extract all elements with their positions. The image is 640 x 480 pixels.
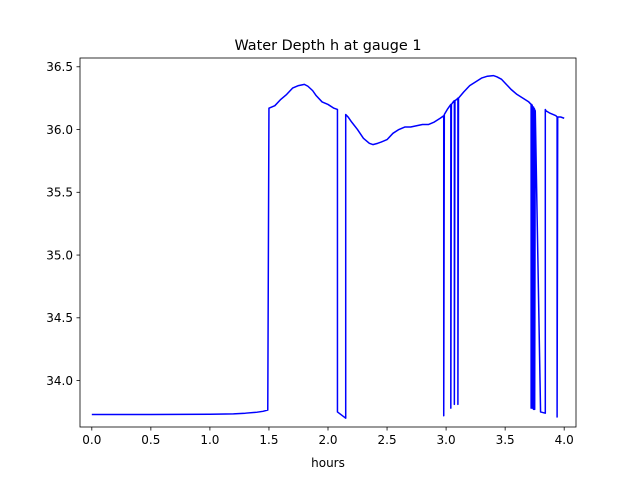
x-tick-label: 2.5 bbox=[378, 433, 397, 447]
x-axis-label: hours bbox=[311, 456, 345, 470]
series-line-1 bbox=[91, 74, 565, 419]
y-tick-label: 35.5 bbox=[46, 186, 73, 200]
x-tick-label: 0.0 bbox=[82, 433, 101, 447]
axes: 0.0 0.5 1.0 1.5 2.0 2.5 3.0 3.5 4.0 34.0 34.5 35.0 3… bbox=[46, 57, 577, 447]
x-tick-label: 1.5 bbox=[259, 433, 278, 447]
x-tick-label: 2.0 bbox=[318, 433, 337, 447]
chart-title: Water Depth h at gauge 1 bbox=[234, 38, 421, 54]
x-tick-label: 3.5 bbox=[496, 433, 515, 447]
y-tick-label: 36.0 bbox=[46, 123, 73, 137]
y-tick-label: 35.0 bbox=[46, 248, 73, 262]
x-tick-label: 1.0 bbox=[200, 433, 219, 447]
y-tick-label: 34.5 bbox=[46, 311, 73, 325]
y-tick-label: 34.0 bbox=[46, 374, 73, 388]
x-tick-label: 3.0 bbox=[437, 433, 456, 447]
x-tick-label: 4.0 bbox=[555, 433, 574, 447]
y-tick-label: 36.5 bbox=[46, 60, 73, 74]
x-tick-label: 0.5 bbox=[141, 433, 160, 447]
plot-area bbox=[91, 74, 565, 419]
